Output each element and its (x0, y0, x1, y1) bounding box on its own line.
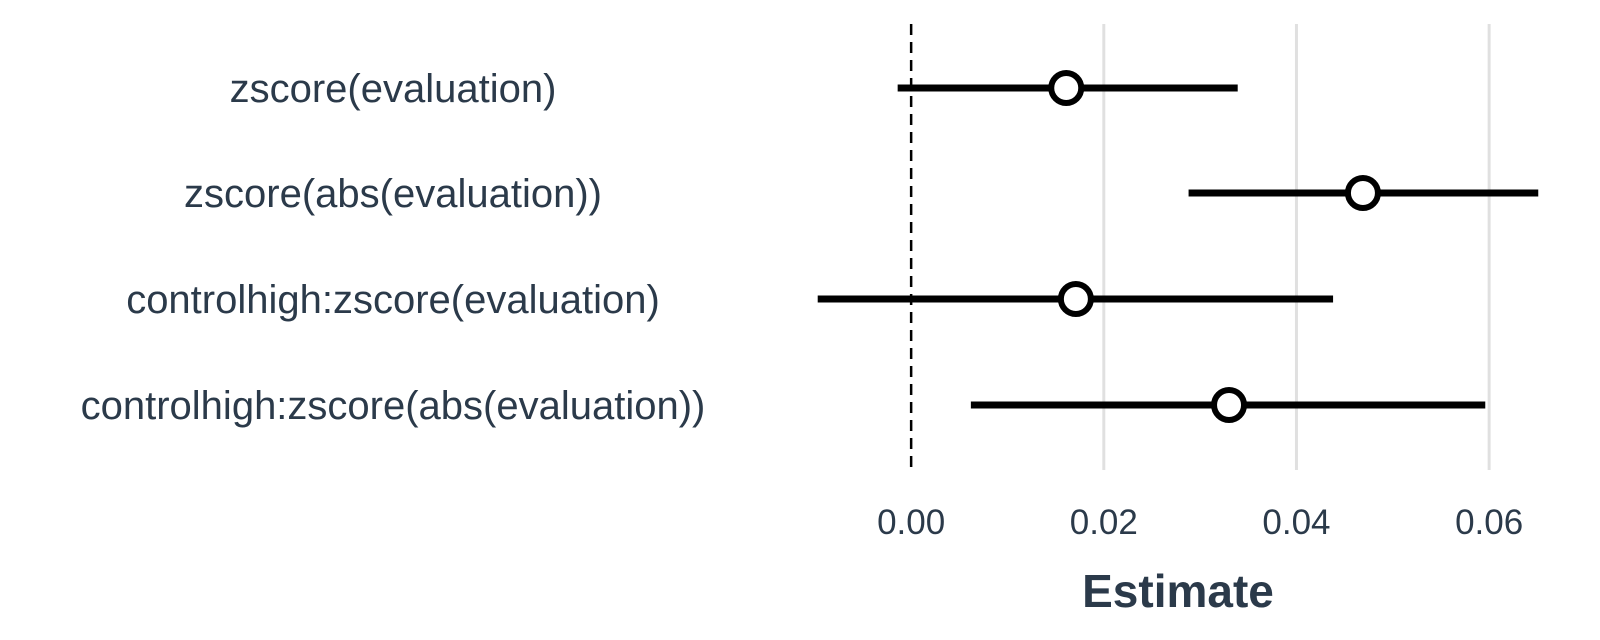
x-tick-labels: 0.00 0.02 0.04 0.06 (877, 503, 1523, 542)
point-estimate (1057, 281, 1094, 317)
x-tick-label: 0.02 (1070, 503, 1138, 542)
term-label: zscore(abs(evaluation)) (184, 172, 602, 216)
point-estimate (1048, 70, 1085, 106)
term-labels: zscore(evaluation) zscore(abs(evaluation)… (81, 67, 706, 428)
confidence-intervals (817, 84, 1539, 409)
grid-lines (1102, 24, 1491, 470)
point-estimate (1344, 175, 1381, 211)
term-label: controlhigh:zscore(evaluation) (126, 278, 660, 322)
x-tick-label: 0.00 (877, 503, 945, 542)
term-label: controlhigh:zscore(abs(evaluation)) (81, 384, 706, 428)
point-estimate (1211, 387, 1248, 423)
point-estimates (1048, 70, 1381, 423)
x-axis-title: Estimate (1082, 565, 1274, 617)
x-tick-label: 0.06 (1455, 503, 1523, 542)
term-label: zscore(evaluation) (230, 67, 557, 111)
x-tick-label: 0.04 (1262, 503, 1330, 542)
